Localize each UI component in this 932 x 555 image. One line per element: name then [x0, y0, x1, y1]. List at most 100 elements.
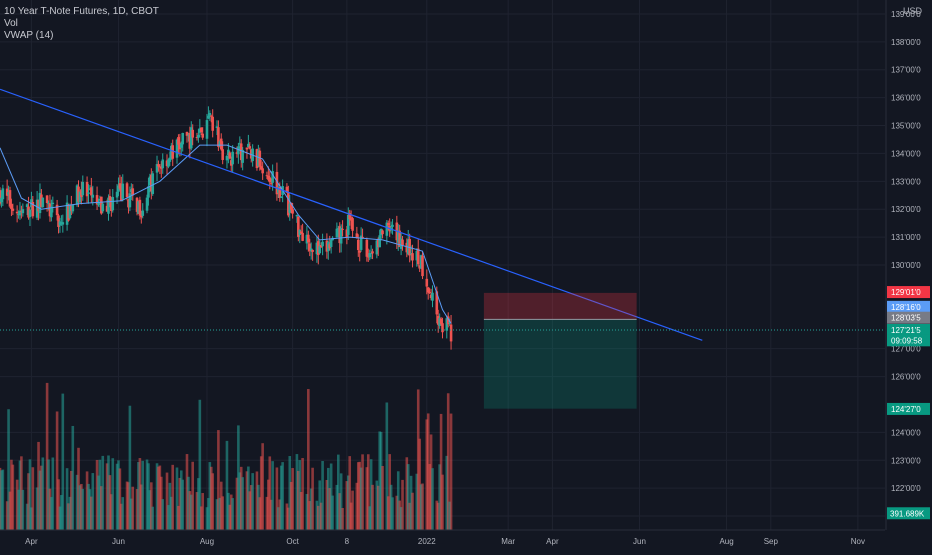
candle-body	[65, 202, 69, 225]
symbol-title[interactable]: 10 Year T-Note Futures, 1D, CBOT	[4, 6, 159, 17]
candle-body	[88, 188, 92, 190]
candle-body	[418, 265, 421, 269]
candle-body	[0, 197, 3, 203]
candle-body	[20, 210, 23, 212]
candle-body	[321, 241, 324, 247]
volume-bar	[239, 466, 243, 530]
volume-label-badge: 391.689K	[887, 507, 930, 520]
candle-body	[71, 204, 75, 212]
candle-body	[381, 230, 384, 235]
candle-body	[135, 197, 139, 212]
time-axis-tick-label: 2022	[418, 537, 436, 546]
volume-bar	[255, 471, 259, 530]
candle-body	[195, 136, 199, 138]
candle-body	[229, 160, 233, 166]
price-label-box	[887, 286, 930, 299]
volume-bar	[371, 484, 374, 530]
price-label-text: 128'16'0	[891, 303, 921, 312]
volume-bar	[445, 455, 449, 530]
volume-bar	[215, 499, 219, 530]
price-axis-tick-label: 127'00'0	[891, 345, 921, 354]
volume-bar	[405, 457, 409, 530]
candle-body	[1, 188, 5, 200]
volume-bar	[349, 502, 353, 530]
volume-bar	[45, 382, 49, 530]
volume-bar	[307, 389, 310, 530]
candle-body	[428, 292, 431, 294]
volume-bar	[288, 456, 292, 530]
candle-body	[179, 143, 183, 148]
time-axis-tick-label: Jun	[112, 537, 125, 546]
volume-bar	[178, 477, 182, 530]
volume-bar	[391, 497, 394, 530]
volume-bar	[115, 463, 119, 530]
volume-bar	[388, 454, 391, 530]
volume-bar	[5, 501, 9, 530]
volume-bar	[418, 438, 421, 530]
candle-body	[317, 241, 320, 256]
candle-body	[178, 142, 182, 150]
volume-bar	[361, 454, 364, 530]
volume-bar	[135, 489, 139, 530]
volume-bar	[158, 465, 162, 530]
volume-bar	[295, 454, 299, 530]
volume-bar	[336, 454, 340, 530]
candle-body	[399, 238, 403, 249]
volume-bar	[121, 497, 125, 530]
candle-body	[228, 152, 232, 159]
volume-bar	[285, 503, 289, 530]
candle-body	[287, 192, 290, 216]
volume-bar	[41, 457, 45, 530]
vwap-indicator-label[interactable]: VWAP (14)	[4, 30, 54, 41]
volume-bar	[169, 496, 173, 530]
candle-body	[138, 199, 142, 216]
candle-body	[239, 143, 243, 161]
price-axis-tick-label: 123'00'0	[891, 456, 921, 465]
volume-bar	[127, 482, 130, 530]
volume-bar	[325, 479, 329, 530]
price-axis-tick-label: 124'00'0	[891, 428, 921, 437]
volume-bar	[31, 467, 35, 530]
candle-body	[307, 234, 310, 243]
price-axis-tick-label: 137'00'0	[891, 66, 921, 75]
volume-bar	[441, 474, 444, 530]
volume-bar	[269, 499, 273, 530]
volume-bar	[228, 504, 232, 530]
volume-bar	[145, 459, 149, 530]
volume-bar	[408, 502, 411, 530]
volume-bar	[275, 467, 279, 530]
candle-body	[419, 255, 423, 269]
volume-bar	[159, 476, 163, 530]
volume-bar	[435, 500, 439, 530]
volume-bar	[197, 478, 200, 530]
candle-body	[315, 242, 319, 255]
candle-body	[169, 145, 173, 159]
candle-body	[338, 226, 342, 244]
volume-bar	[209, 466, 213, 530]
price-axis-tick-label: 134'00'0	[891, 149, 921, 158]
price-axis-tick-label: 133'00'0	[891, 177, 921, 186]
volume-bar	[147, 463, 150, 530]
price-label-badge: 128'03'5	[887, 311, 930, 324]
candle-body	[131, 188, 135, 196]
volume-bar	[97, 475, 100, 530]
candle-body	[110, 199, 113, 211]
volume-bar	[168, 482, 172, 530]
volume-bar	[329, 463, 333, 530]
volume-bar	[148, 490, 152, 530]
candle-body	[415, 250, 419, 261]
volume-bar	[18, 460, 22, 530]
time-axis-tick-label: Aug	[719, 537, 733, 546]
candle-body	[329, 239, 333, 247]
candle-body	[185, 131, 189, 136]
candle-body	[249, 149, 253, 159]
volume-bar	[428, 464, 431, 530]
candle-body	[168, 157, 172, 162]
volume-bar	[27, 473, 30, 530]
time-axis-tick-label: Apr	[25, 537, 38, 546]
volume-indicator-label[interactable]: Vol	[4, 18, 18, 29]
candle-body	[271, 171, 274, 183]
volume-bar	[185, 454, 189, 530]
